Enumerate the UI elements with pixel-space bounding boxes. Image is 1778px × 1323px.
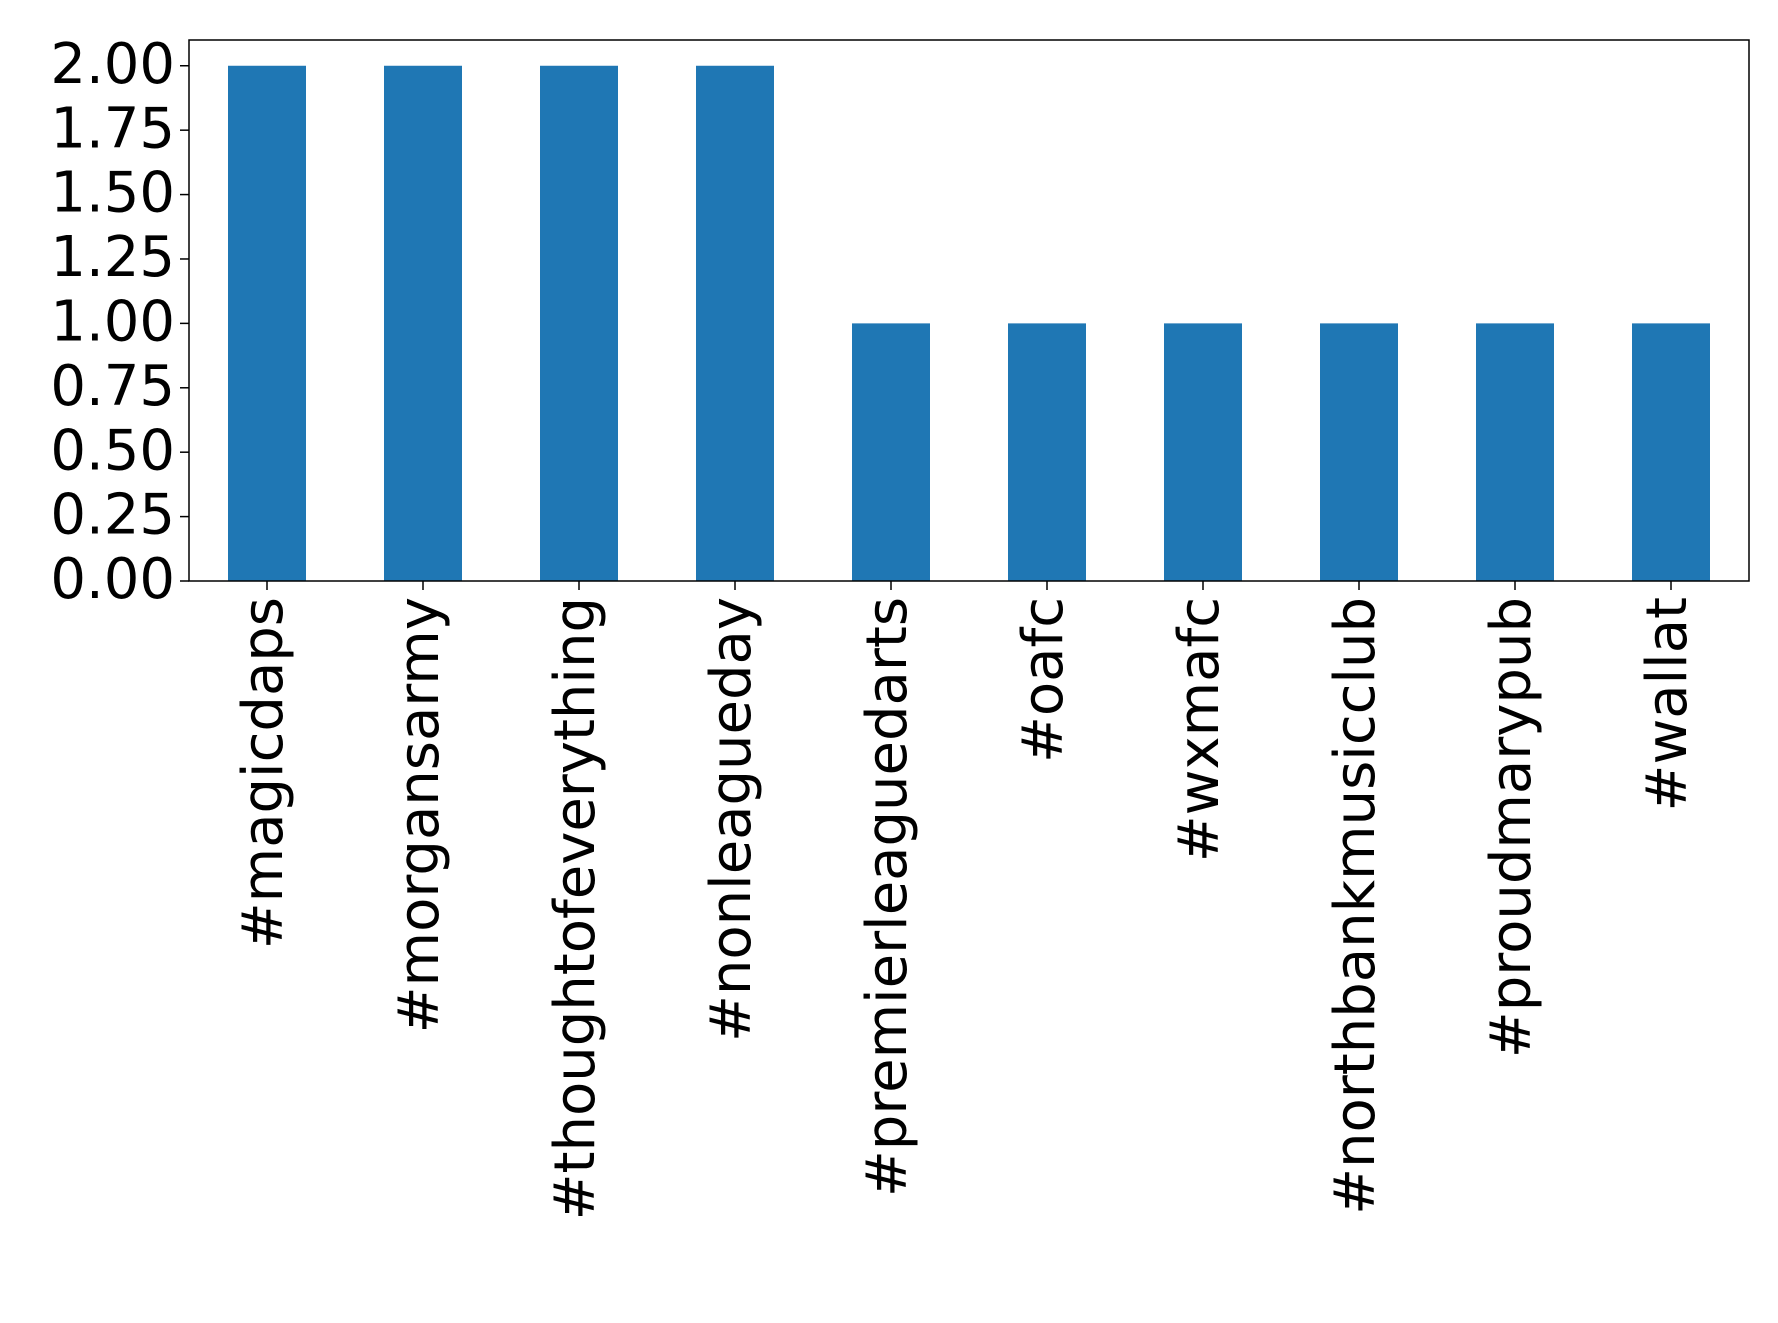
- x-tick-label: #nonleagueday: [699, 597, 764, 1042]
- x-tick-label: #proudmarypub: [1479, 597, 1544, 1058]
- y-tick-label: 2.00: [50, 32, 175, 97]
- y-tick-label: 0.75: [50, 354, 175, 419]
- x-tick-label: #morgansarmy: [387, 597, 452, 1033]
- bar: [1632, 323, 1710, 581]
- x-tick-label: #northbankmusicclub: [1323, 597, 1388, 1215]
- bar: [228, 65, 306, 581]
- x-tick-label: #magicdaps: [231, 597, 296, 949]
- y-tick-label: 1.50: [50, 161, 175, 226]
- x-tick-label: #wallat: [1635, 597, 1700, 811]
- y-tick-label: 1.75: [50, 96, 175, 161]
- bar: [1476, 323, 1554, 581]
- bar: [1320, 323, 1398, 581]
- y-tick-label: 0.50: [50, 418, 175, 483]
- y-tick-label: 1.25: [50, 225, 175, 290]
- bar: [696, 65, 774, 581]
- bar: [384, 65, 462, 581]
- bar: [1164, 323, 1242, 581]
- x-tick-label: #thoughtofeverything: [543, 597, 608, 1220]
- plot-frame: [188, 39, 1750, 582]
- x-tick-label: #wxmafc: [1167, 597, 1232, 862]
- bar: [540, 65, 618, 581]
- bar: [852, 323, 930, 581]
- x-tick-label: #premierleaguedarts: [855, 597, 920, 1197]
- y-tick-label: 0.00: [50, 547, 175, 612]
- y-tick-label: 1.00: [50, 290, 175, 355]
- bar: [1008, 323, 1086, 581]
- x-tick-label: #oafc: [1011, 597, 1076, 763]
- y-tick-label: 0.25: [50, 483, 175, 548]
